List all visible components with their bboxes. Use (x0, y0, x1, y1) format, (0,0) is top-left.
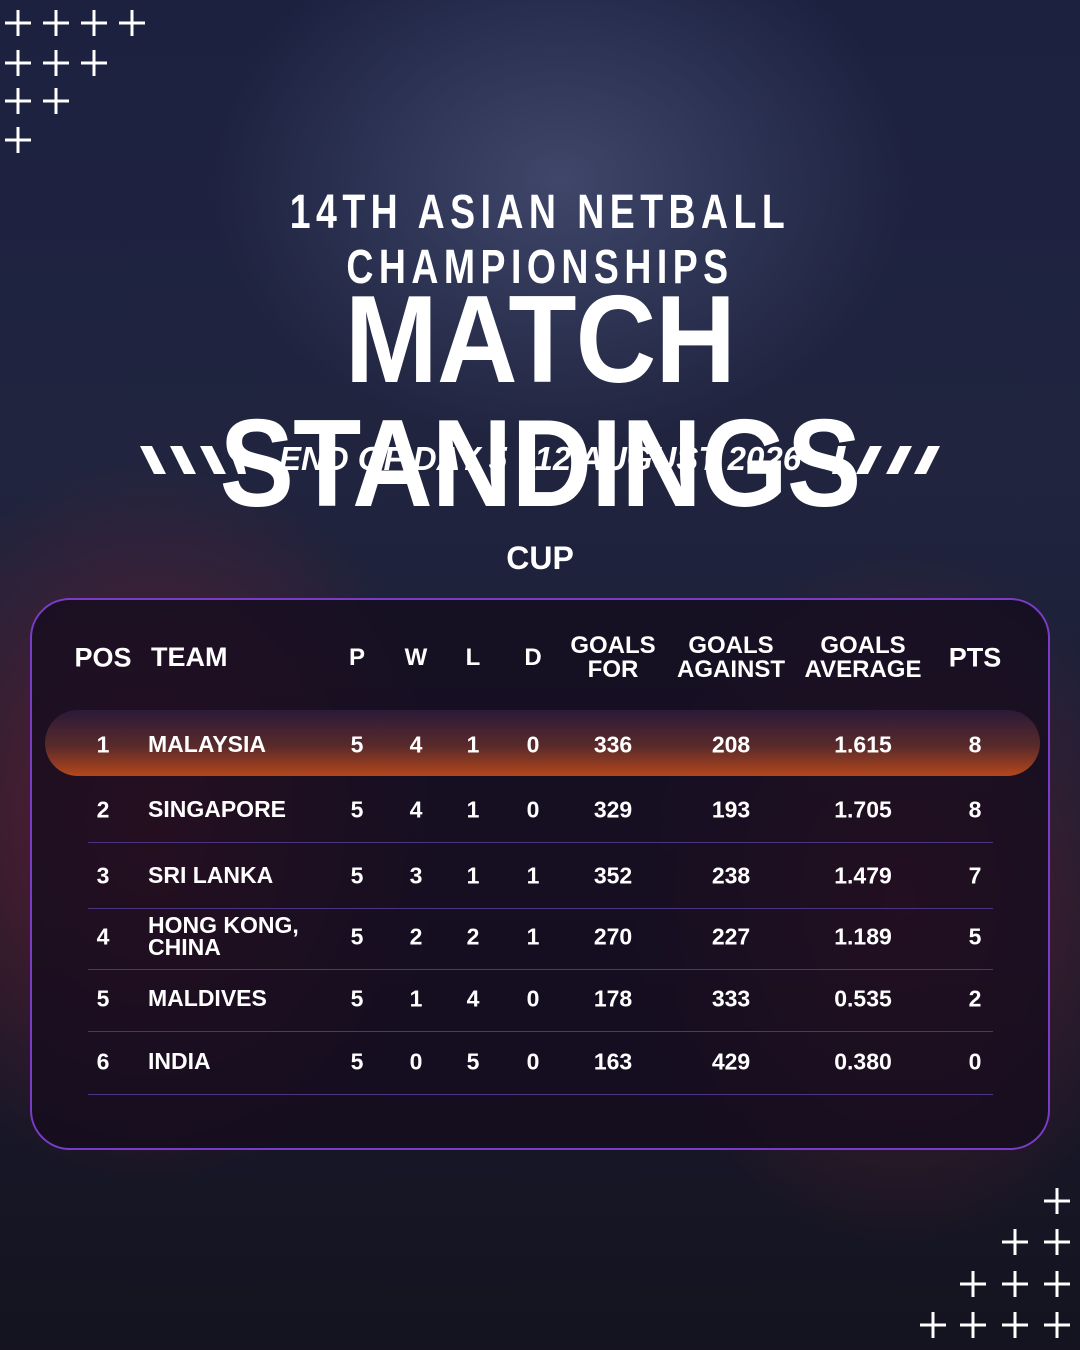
table-cell: 352 (593, 862, 633, 889)
table-cell: 5 (350, 985, 364, 1012)
table-cell: 329 (593, 796, 633, 823)
table-cell: 5 (350, 796, 364, 823)
title: MATCH STANDINGS (219, 271, 862, 533)
table-cell: 227 (711, 923, 751, 950)
table-cell: 5 (96, 985, 110, 1012)
column-header: GOALS FOR (570, 632, 656, 683)
table-cell: 5 (466, 1048, 480, 1075)
column-header: D (524, 644, 542, 671)
team-name: INDIA (148, 1048, 211, 1075)
row-separator (88, 842, 993, 843)
column-header: P (348, 644, 366, 671)
table-cell: 4 (409, 731, 423, 758)
table-cell: 1 (96, 731, 110, 758)
team-name: SINGAPORE (148, 796, 287, 823)
table-cell: 7 (968, 862, 982, 889)
table-cell: 1.705 (834, 796, 892, 823)
column-header: PTS (948, 642, 1002, 673)
column-header: L (465, 644, 481, 671)
table-cell: 2 (968, 985, 982, 1012)
table-cell: 5 (968, 923, 982, 950)
slash-decoration (832, 446, 940, 474)
table-cell: 8 (968, 796, 982, 823)
table-cell: 429 (711, 1048, 751, 1075)
table-cell: 1.615 (834, 731, 892, 758)
slash-decoration (140, 446, 246, 474)
table-cell: 4 (409, 796, 423, 823)
column-header: W (404, 644, 428, 671)
table-cell: 2 (96, 796, 110, 823)
column-header: POS (74, 642, 132, 673)
table-cell: 1 (466, 796, 480, 823)
table-cell: 2 (409, 923, 423, 950)
table-cell: 163 (593, 1048, 633, 1075)
table-caption: CUP (506, 540, 574, 576)
table-cell: 0 (526, 796, 540, 823)
table-cell: 4 (466, 985, 480, 1012)
column-header: GOALS AVERAGE (804, 632, 922, 683)
team-name: MALDIVES (148, 985, 267, 1012)
plus-decoration (5, 10, 145, 153)
table-cell: 238 (711, 862, 751, 889)
table-cell: 193 (711, 796, 751, 823)
table-cell: 0.380 (834, 1048, 892, 1075)
table-panel (30, 598, 1050, 1150)
table-cell: 0 (968, 1048, 982, 1075)
table-cell: 3 (96, 862, 110, 889)
table-cell: 1.189 (834, 923, 892, 950)
table-cell: 5 (350, 923, 364, 950)
table-cell: 6 (96, 1048, 110, 1075)
table-cell: 178 (593, 985, 633, 1012)
table-cell: 0 (526, 731, 540, 758)
table-cell: 2 (466, 923, 480, 950)
team-name: SRI LANKA (148, 862, 274, 889)
table-cell: 1 (526, 862, 540, 889)
table-cell: 1 (466, 862, 480, 889)
table-cell: 5 (350, 1048, 364, 1075)
row-separator (88, 969, 993, 970)
table-cell: 5 (350, 862, 364, 889)
table-cell: 208 (711, 731, 751, 758)
table-cell: 8 (968, 731, 982, 758)
table-cell: 4 (96, 923, 110, 950)
table-cell: 5 (350, 731, 364, 758)
column-header: TEAM (151, 642, 228, 673)
table-cell: 1 (466, 731, 480, 758)
table-cell: 270 (593, 923, 633, 950)
row-separator (88, 1031, 993, 1032)
table-cell: 1 (409, 985, 423, 1012)
table-cell: 0.535 (834, 985, 892, 1012)
table-cell: 0 (409, 1048, 423, 1075)
leader-highlight (45, 710, 1040, 776)
team-name: HONG KONG, CHINA (148, 912, 299, 960)
row-separator (88, 908, 993, 909)
table-cell: 0 (526, 985, 540, 1012)
row-separator (88, 1094, 993, 1095)
subtitle: END OF DAY 5 | 12 AUGUST 2026 (278, 440, 802, 477)
table-cell: 3 (409, 862, 423, 889)
kicker: 14TH ASIAN NETBALL CHAMPIONSHIPS (289, 186, 791, 294)
column-header: GOALS AGAINST (677, 632, 785, 683)
team-name: MALAYSIA (148, 731, 266, 758)
table-cell: 1 (526, 923, 540, 950)
table-cell: 1.479 (834, 862, 892, 889)
table-cell: 336 (593, 731, 633, 758)
plus-decoration (920, 1188, 1070, 1338)
table-cell: 0 (526, 1048, 540, 1075)
table-cell: 333 (711, 985, 751, 1012)
